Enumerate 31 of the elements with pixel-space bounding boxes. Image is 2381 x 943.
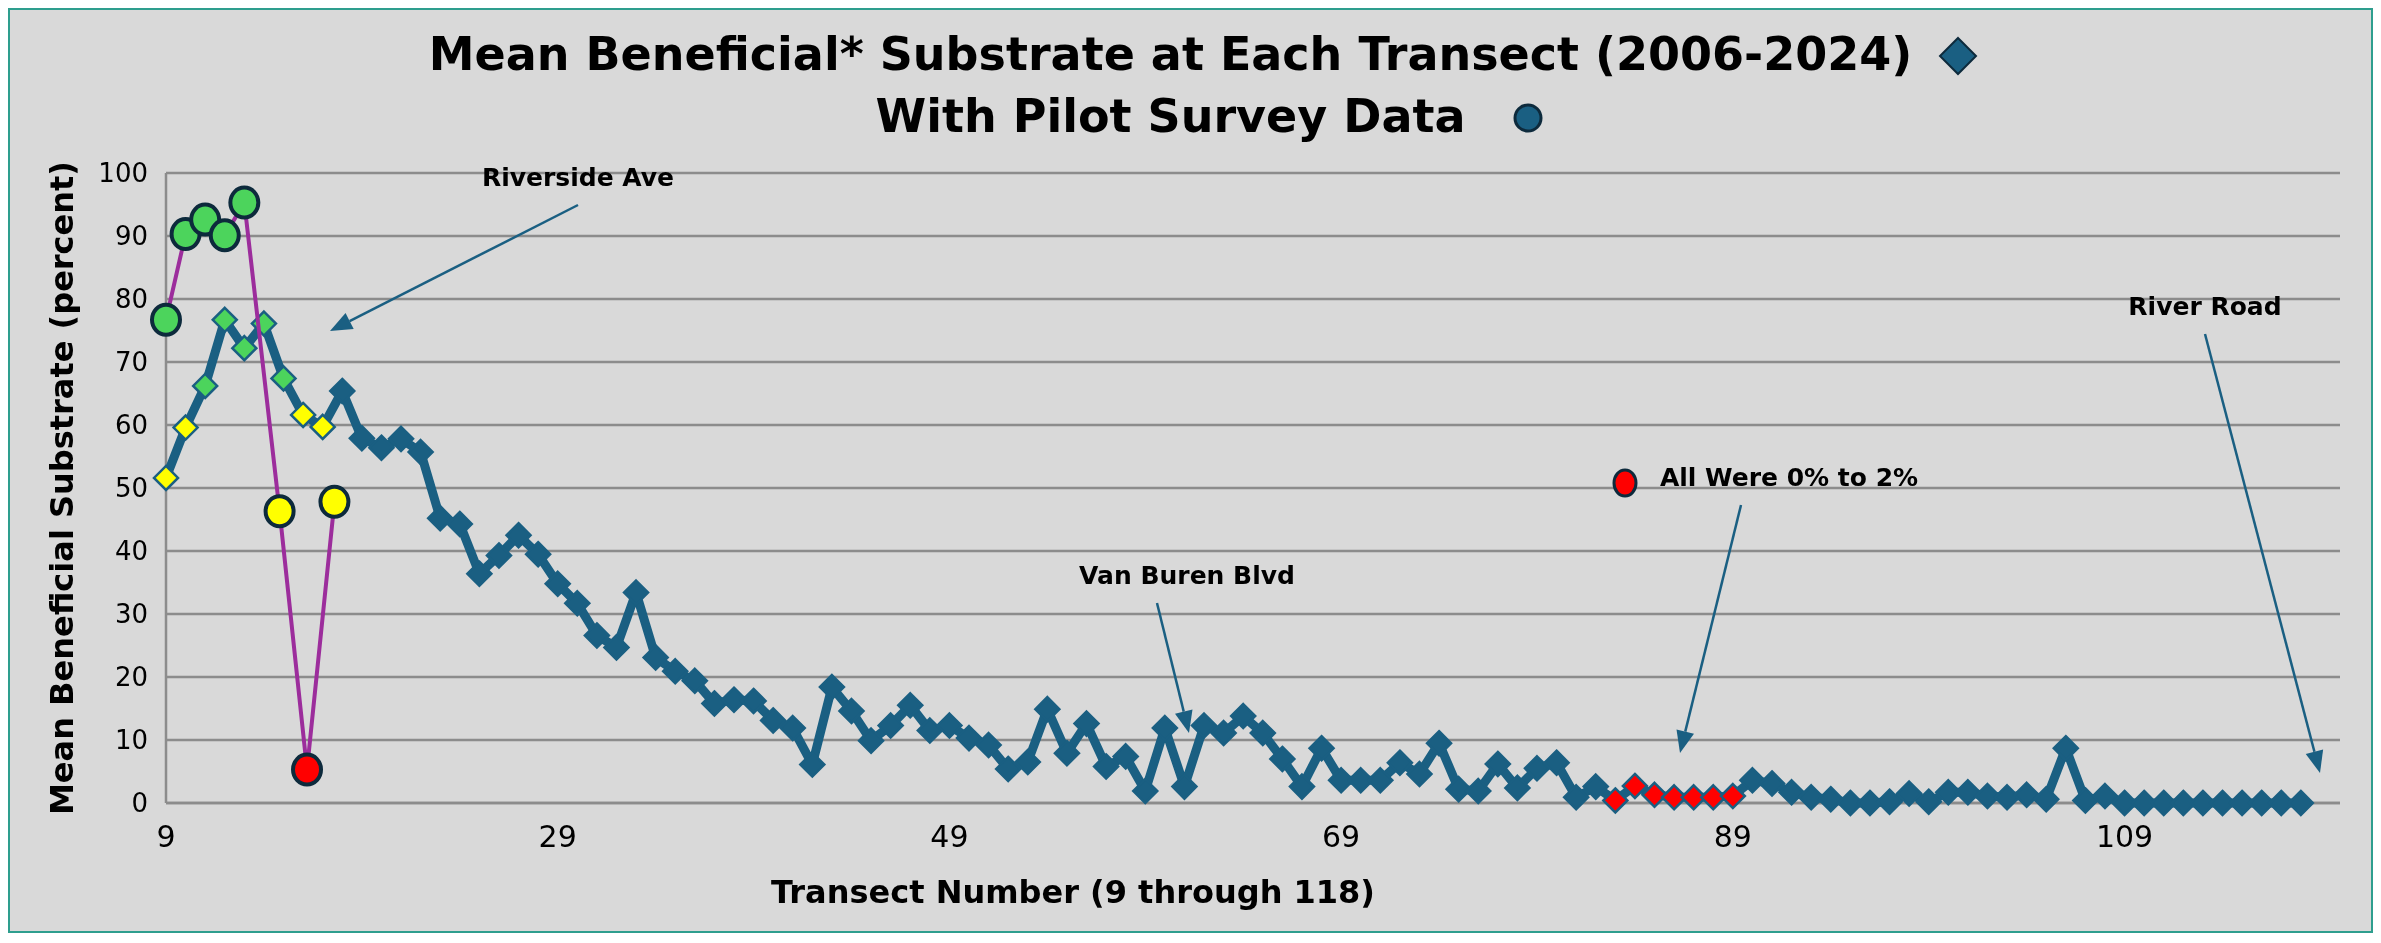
x-tick-label: 109 bbox=[2095, 819, 2154, 854]
x-tick-label: 49 bbox=[930, 819, 969, 854]
annotation: Riverside Ave bbox=[481, 162, 675, 192]
y-tick-label: 40 bbox=[114, 536, 148, 567]
y-tick-label: 60 bbox=[114, 410, 148, 441]
point bbox=[263, 494, 296, 529]
point bbox=[228, 185, 261, 220]
y-tick-label: 10 bbox=[114, 725, 148, 756]
y-tick-label: 90 bbox=[114, 221, 148, 252]
y-axis-title: Mean Beneficial Substrate (percent) bbox=[43, 161, 81, 815]
y-tick-label: 80 bbox=[114, 284, 148, 315]
x-axis-title: Transect Number (9 through 118) bbox=[771, 873, 1375, 911]
point bbox=[318, 484, 351, 519]
y-tick-label: 0 bbox=[131, 788, 148, 819]
point bbox=[150, 302, 182, 337]
point bbox=[291, 752, 324, 787]
y-tick-label: 30 bbox=[114, 599, 148, 630]
y-tick-label: 20 bbox=[114, 662, 148, 693]
x-tick-label: 9 bbox=[156, 819, 176, 854]
y-tick-label: 50 bbox=[114, 473, 148, 504]
annotation: Van Buren Blvd bbox=[1079, 560, 1295, 590]
annotation: River Road bbox=[2128, 291, 2282, 321]
point bbox=[208, 218, 241, 253]
chart-title: Mean Beneficial* Substrate at Each Transect (2006-2024) bbox=[428, 27, 1913, 81]
annotation: All Were 0% to 2% bbox=[1659, 462, 1919, 492]
x-tick-label: 89 bbox=[1713, 819, 1752, 854]
chart-subtitle: With Pilot Survey Data bbox=[875, 89, 1466, 143]
y-tick-label: 100 bbox=[98, 158, 148, 189]
x-tick-label: 69 bbox=[1322, 819, 1361, 854]
x-tick-label: 29 bbox=[538, 819, 577, 854]
y-tick-label: 70 bbox=[114, 347, 148, 378]
